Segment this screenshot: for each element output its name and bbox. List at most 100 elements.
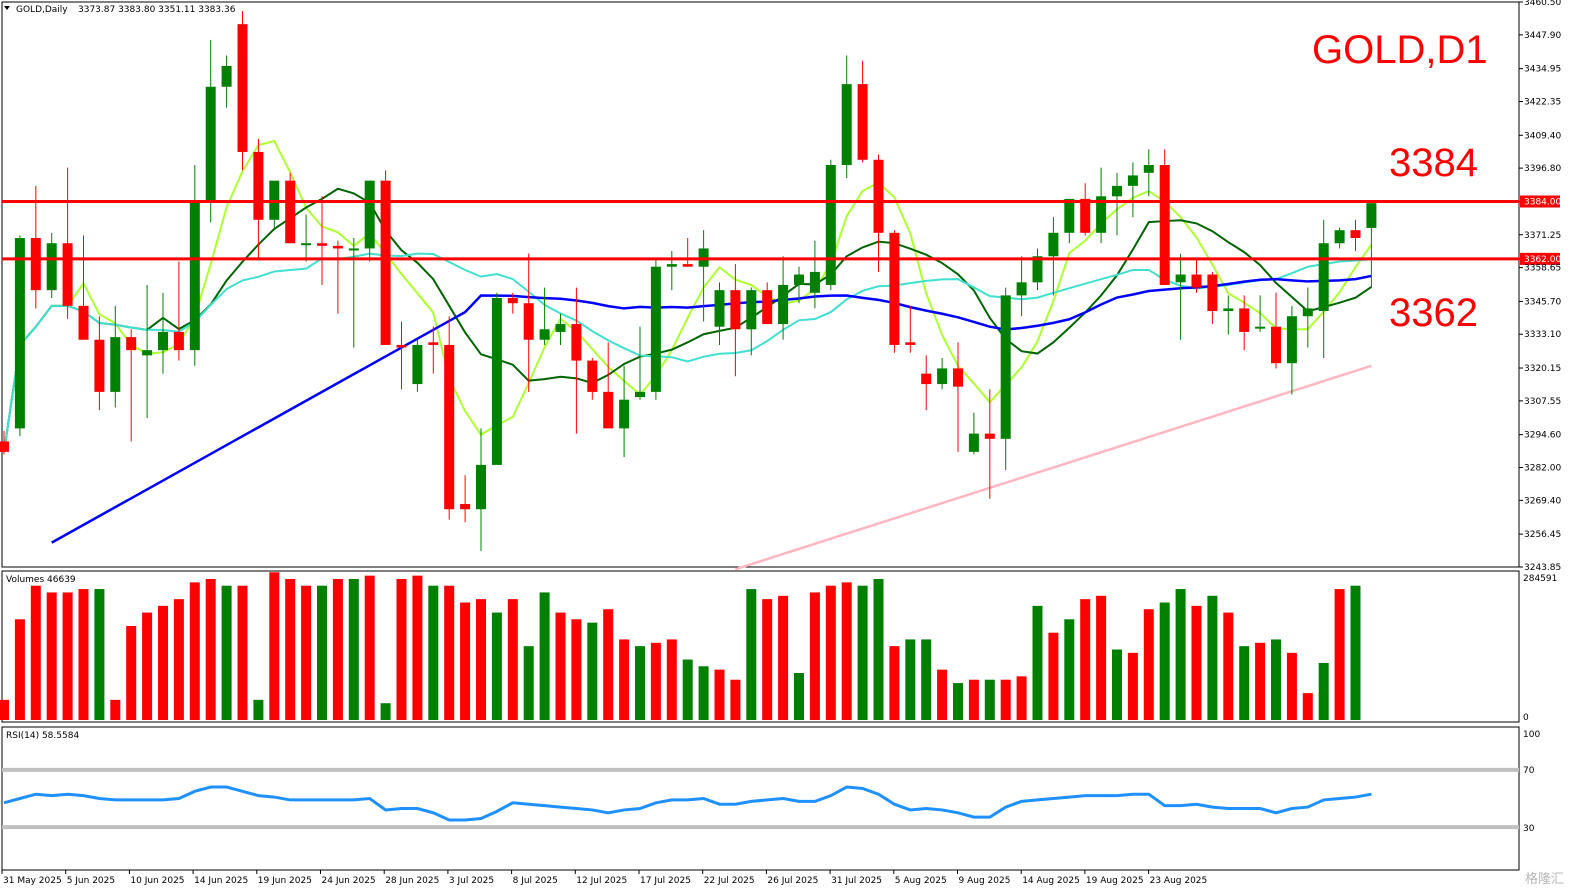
price-tick-label: 3256.45 — [1524, 530, 1561, 540]
panel-frame — [1, 570, 1520, 723]
price-tick-label: 3396.80 — [1524, 164, 1561, 174]
candle-body — [460, 504, 471, 510]
candle-body — [778, 284, 789, 325]
volume-bar — [794, 673, 804, 720]
candle-body — [94, 339, 105, 392]
volume-bar — [921, 639, 932, 720]
volume-bar — [1048, 632, 1059, 720]
volume-bar — [762, 599, 773, 720]
candle-body — [205, 86, 216, 202]
candle-body — [650, 266, 661, 392]
candle-body — [1223, 308, 1234, 312]
candle-body — [1302, 308, 1313, 317]
volume-bar — [857, 585, 868, 720]
volume-bar — [873, 579, 884, 720]
candle-body — [1318, 243, 1329, 312]
volume-bar — [428, 585, 439, 720]
volume-bar — [1286, 652, 1297, 720]
volume-bar — [0, 699, 9, 720]
volume-bar — [539, 592, 550, 720]
candle-body — [794, 274, 804, 285]
price-tick-label: 3362.00 — [1524, 255, 1561, 265]
candle-body — [285, 180, 296, 244]
volume-bar — [1016, 676, 1027, 720]
volume-bar — [126, 626, 137, 720]
candle-body — [539, 329, 550, 340]
candle-body — [1143, 164, 1154, 173]
price-tick-label: 3409.40 — [1524, 131, 1561, 141]
candle-body — [0, 441, 9, 452]
volume-bar — [14, 619, 25, 720]
volume-bar — [1127, 652, 1138, 720]
candle-body — [714, 290, 725, 327]
candle-body — [1159, 164, 1170, 285]
candle-body — [730, 290, 741, 330]
candle-body — [301, 243, 312, 246]
chart-big-title: GOLD,D1 — [1312, 28, 1488, 72]
candle-body — [968, 433, 979, 452]
rsi-panel-label: RSI(14) 58.5584 — [6, 731, 79, 741]
price-tick-label: 3358.65 — [1524, 264, 1561, 274]
volume-bar — [237, 585, 248, 720]
volume-bar — [507, 599, 518, 720]
date-tick-label: 23 Aug 2025 — [1150, 876, 1208, 886]
date-tick-label: 5 Jun 2025 — [67, 876, 115, 886]
date-tick-label: 19 Aug 2025 — [1086, 876, 1144, 886]
date-tick-label: 10 Jun 2025 — [130, 876, 184, 886]
volume-bar — [1000, 679, 1011, 720]
candle-body — [444, 344, 455, 510]
candle-body — [857, 84, 868, 160]
candle-body — [921, 373, 932, 385]
price-tick-label: 3460.50 — [1524, 0, 1561, 8]
candle-body — [364, 180, 375, 249]
price-axis: 3460.50 3447.90 3434.95 3422.35 3409.40 3396.… — [1519, 0, 1561, 573]
candle-body — [1048, 232, 1059, 257]
candle-body — [666, 264, 677, 267]
candle-body — [1080, 198, 1091, 233]
candle-body — [809, 271, 820, 293]
level-upper-label: 3384 — [1389, 141, 1478, 185]
candle-body — [1032, 256, 1043, 283]
date-tick-label: 12 Jul 2025 — [576, 876, 627, 886]
panel-frames — [1, 1, 1520, 871]
volume-bar — [221, 585, 232, 720]
candle-body — [1175, 274, 1186, 283]
price-tick-label: 3345.70 — [1524, 297, 1561, 307]
candle-body — [1127, 175, 1138, 186]
candle-body — [14, 238, 25, 429]
candle-body — [62, 243, 73, 306]
candle-body — [523, 303, 534, 340]
candle-body — [1016, 282, 1027, 296]
candle-body — [507, 297, 518, 304]
candle-body — [78, 305, 89, 340]
volume-bar — [841, 582, 852, 720]
candle-body — [889, 232, 900, 345]
volume-bar — [1318, 662, 1329, 720]
volume-bar — [619, 639, 630, 720]
volume-bar — [1239, 646, 1250, 720]
price-level-tag — [1520, 252, 1560, 265]
volume-bar — [46, 592, 57, 720]
date-tick-label: 28 Jun 2025 — [385, 876, 439, 886]
candle-body — [476, 464, 486, 510]
panel-frame — [1, 726, 1520, 871]
candle-body — [1207, 274, 1218, 312]
dropdown-triangle-icon[interactable] — [4, 6, 10, 10]
candle-body — [30, 238, 41, 291]
candle-body — [635, 391, 645, 398]
volume-bar — [587, 622, 598, 720]
date-tick-label: 31 Jul 2025 — [831, 876, 882, 886]
candle-body — [332, 245, 343, 249]
volume-max-label: 284591 — [1523, 574, 1557, 584]
volume-bar — [1159, 602, 1170, 720]
panel-frame — [1, 1, 1520, 568]
volume-bar — [809, 592, 820, 720]
candle-body — [412, 344, 423, 385]
volume-bar — [523, 646, 534, 720]
date-tick-label: 9 Aug 2025 — [959, 876, 1011, 886]
candle-body — [1350, 230, 1361, 239]
volume-bar — [1207, 595, 1218, 720]
volume-bar — [1191, 605, 1202, 720]
volume-bar — [94, 589, 105, 720]
candle-body — [1366, 203, 1377, 228]
